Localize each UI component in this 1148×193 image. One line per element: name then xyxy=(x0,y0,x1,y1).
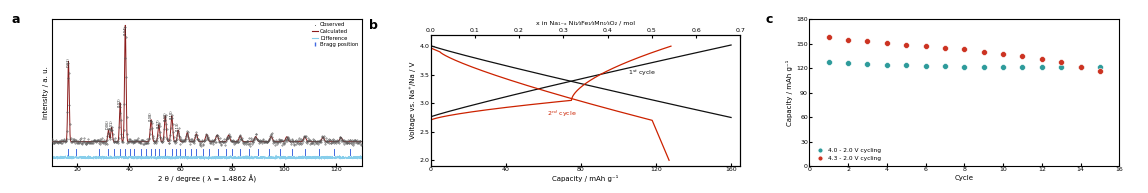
Y-axis label: Intensity / a. u.: Intensity / a. u. xyxy=(42,66,49,119)
X-axis label: x in Na₁₋ₓ Ni₁⁄₃Fe₁⁄₃Mn₁⁄₃O₂ / mol: x in Na₁₋ₓ Ni₁⁄₃Fe₁⁄₃Mn₁⁄₃O₂ / mol xyxy=(536,20,635,25)
Line: Calculated: Calculated xyxy=(52,25,362,142)
Y-axis label: Voltage vs. Na⁺/Na / V: Voltage vs. Na⁺/Na / V xyxy=(410,62,417,139)
Difference xyxy=(355,156,369,158)
Point xyxy=(975,65,993,68)
Difference xyxy=(202,158,216,161)
X-axis label: Cycle: Cycle xyxy=(955,175,974,181)
Calculated xyxy=(270,141,284,143)
Point xyxy=(839,62,858,65)
Observed xyxy=(193,143,207,146)
Point xyxy=(1052,65,1070,68)
Point xyxy=(994,65,1013,68)
Difference xyxy=(178,158,192,160)
Calculated xyxy=(45,141,59,143)
Point xyxy=(1091,69,1109,72)
Observed xyxy=(94,139,108,141)
Point xyxy=(897,63,915,66)
Observed xyxy=(45,140,59,142)
Point xyxy=(1033,65,1052,68)
Calculated xyxy=(355,141,369,143)
Text: 1$^{st}$ cycle: 1$^{st}$ cycle xyxy=(628,68,656,78)
Point xyxy=(936,64,954,67)
Text: (113): (113) xyxy=(177,122,180,131)
Legend: 4.0 - 2.0 V cycling, 4.3 - 2.0 V cycling: 4.0 - 2.0 V cycling, 4.3 - 2.0 V cycling xyxy=(813,146,883,163)
Y-axis label: Capacity / mAh g⁻¹: Capacity / mAh g⁻¹ xyxy=(786,59,793,126)
Point xyxy=(955,48,974,51)
Point xyxy=(975,50,993,53)
Text: c: c xyxy=(766,14,774,26)
Point xyxy=(916,64,934,67)
Point xyxy=(994,52,1013,55)
Point xyxy=(897,43,915,46)
Text: (108): (108) xyxy=(163,112,168,122)
Point xyxy=(820,36,838,39)
Point xyxy=(1052,61,1070,64)
Point xyxy=(1071,65,1089,68)
Text: a: a xyxy=(11,14,20,26)
Calculated xyxy=(346,141,359,143)
Text: (110): (110) xyxy=(170,109,173,119)
Text: (003): (003) xyxy=(67,58,70,67)
Observed xyxy=(215,143,228,145)
Point xyxy=(839,38,858,41)
Point xyxy=(1071,66,1089,69)
Text: (102): (102) xyxy=(118,97,122,107)
Observed xyxy=(253,141,266,143)
Difference xyxy=(270,157,284,159)
Point xyxy=(1091,65,1109,68)
Calculated xyxy=(178,140,192,143)
Observed xyxy=(245,136,258,139)
Calculated xyxy=(192,140,205,143)
Text: (104): (104) xyxy=(123,25,127,35)
Point xyxy=(955,65,974,68)
Difference xyxy=(346,157,359,160)
Point xyxy=(936,46,954,49)
Point xyxy=(820,61,838,64)
Point xyxy=(1014,65,1032,68)
Difference xyxy=(174,156,188,158)
Calculated xyxy=(174,141,188,143)
Point xyxy=(877,41,895,44)
Difference xyxy=(45,156,59,158)
Observed xyxy=(194,144,208,147)
Difference xyxy=(329,157,343,159)
Text: (006)
(101): (006) (101) xyxy=(106,119,114,129)
Point xyxy=(859,63,877,66)
Observed xyxy=(118,26,132,29)
Difference xyxy=(269,154,282,156)
Calculated xyxy=(118,24,132,26)
Legend: Observed, Calculated, Difference, Bragg position: Observed, Calculated, Difference, Bragg … xyxy=(311,22,359,48)
Point xyxy=(1033,58,1052,61)
Point xyxy=(1014,54,1032,58)
Observed xyxy=(355,144,369,146)
Calculated xyxy=(329,141,343,143)
Point xyxy=(859,40,877,43)
X-axis label: Capacity / mAh g⁻¹: Capacity / mAh g⁻¹ xyxy=(552,175,619,182)
Point xyxy=(877,63,895,66)
Text: (108): (108) xyxy=(149,112,153,122)
Difference xyxy=(192,156,205,158)
Text: (107): (107) xyxy=(157,118,161,128)
Text: b: b xyxy=(369,19,378,32)
Point xyxy=(916,45,934,48)
Observed xyxy=(313,140,327,142)
Text: 2$^{nd}$ cycle: 2$^{nd}$ cycle xyxy=(546,109,576,119)
Line: Difference: Difference xyxy=(52,155,362,159)
Line: Observed: Observed xyxy=(52,27,362,146)
X-axis label: 2 θ / degree ( λ = 1.4862 Å): 2 θ / degree ( λ = 1.4862 Å) xyxy=(157,175,256,183)
